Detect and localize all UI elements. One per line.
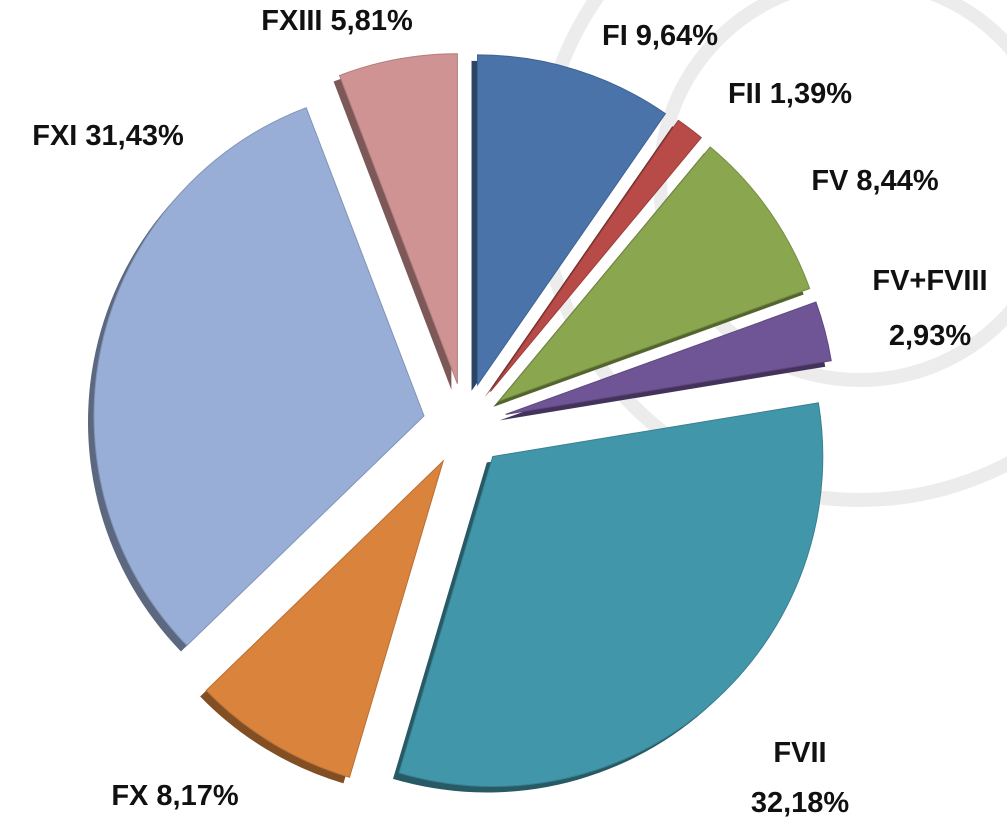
slice-label: FV+FVIII 2,93% xyxy=(872,265,987,352)
labels: FI 9,64% FII 1,39% FV 8,44% FV+FVIII 2,93% FVII 3… xyxy=(32,5,987,819)
category-label: FXI xyxy=(32,120,77,152)
slices xyxy=(87,53,832,793)
slice xyxy=(398,402,824,787)
slice-label: FXIII 5,81% xyxy=(261,5,413,37)
value-label: 32,18% xyxy=(751,787,850,819)
slice xyxy=(505,301,832,415)
value-label: 8,17% xyxy=(156,780,238,812)
value-label: 1,39% xyxy=(770,78,852,110)
slice-label: FVII 32,18% xyxy=(751,737,850,819)
value-label: 5,81% xyxy=(331,5,413,37)
category-label: FI xyxy=(602,20,628,52)
category-label: FII xyxy=(728,78,762,110)
category-label: FV xyxy=(811,165,849,197)
slice xyxy=(205,459,445,778)
value-label: 31,43% xyxy=(85,120,184,152)
value-label: 2,93% xyxy=(889,320,971,352)
slice xyxy=(93,107,425,647)
value-label: 9,64% xyxy=(636,20,718,52)
category-label: FXIII xyxy=(261,5,322,37)
category-label: FX xyxy=(111,780,149,812)
slice-label: FI 9,64% xyxy=(602,20,718,52)
category-label: FV+FVIII xyxy=(872,265,987,297)
slice-label: FXI 31,43% xyxy=(32,120,184,152)
value-label: 8,44% xyxy=(856,165,938,197)
slice xyxy=(489,119,702,392)
category-label: FVII xyxy=(773,737,826,769)
slice-label: FII 1,39% xyxy=(728,78,852,110)
slice-label: FX 8,17% xyxy=(111,780,239,812)
slice xyxy=(338,53,458,384)
slice xyxy=(497,146,811,402)
slice xyxy=(477,54,667,387)
slice-label: FV 8,44% xyxy=(811,165,939,197)
